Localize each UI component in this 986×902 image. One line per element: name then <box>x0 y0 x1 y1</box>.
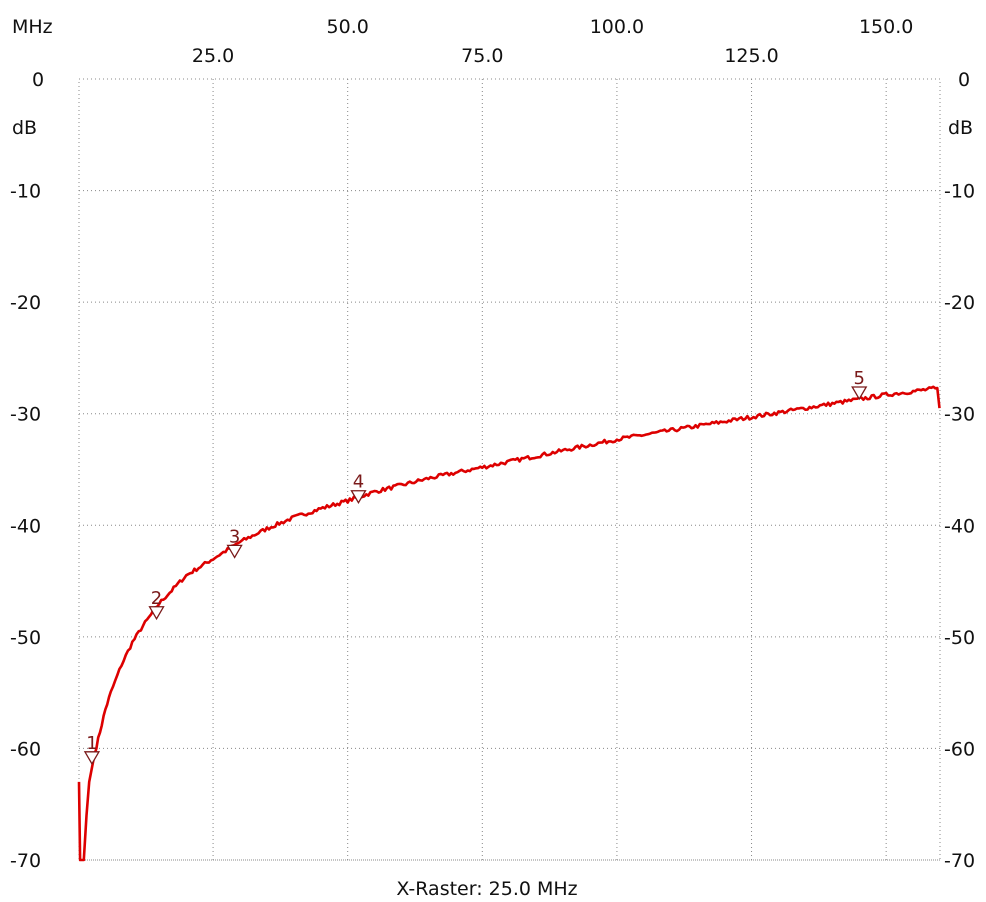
x-unit-label-top: MHz <box>12 16 53 38</box>
x-tick-label: 100.0 <box>590 16 644 38</box>
marker-3-triangle <box>226 544 243 559</box>
y-tick-label-right: -40 <box>944 515 975 537</box>
y-tick-label-right: -70 <box>944 850 975 872</box>
x-tick-label: 50.0 <box>327 16 369 38</box>
marker-1-label: 1 <box>86 733 97 754</box>
marker-5-label: 5 <box>854 368 865 389</box>
x-tick-label: 125.0 <box>724 45 778 67</box>
y-tick-label-left: -10 <box>10 181 41 203</box>
marker-4-triangle <box>350 490 367 505</box>
marker-3-label: 3 <box>229 526 240 547</box>
x-raster-footer: X-Raster: 25.0 MHz <box>396 878 577 900</box>
marker-2-triangle <box>148 606 165 621</box>
y-tick-label-left: -70 <box>10 850 41 872</box>
grid <box>79 78 940 861</box>
marker-4-label: 4 <box>353 472 364 493</box>
y-unit-label-right: dB <box>948 117 973 139</box>
markers: 1 2 3 4 5 <box>83 368 868 766</box>
y-tick-label-right: -10 <box>944 181 975 203</box>
y-tick-label-right: -50 <box>944 627 975 649</box>
y-tick-label-left: -60 <box>10 738 41 760</box>
y-tick-label-left: -20 <box>10 292 41 314</box>
y-tick-label-right: -30 <box>944 404 975 426</box>
y-tick-label-left: -40 <box>10 515 41 537</box>
y-unit-label-left: dB <box>12 117 37 139</box>
x-tick-label: 75.0 <box>461 45 503 67</box>
y-tick-label-left: -50 <box>10 627 41 649</box>
y-tick-label-left: 0 <box>32 69 44 91</box>
plot-frame <box>78 78 941 861</box>
tick-labels: 0 0 -10 -10 -20 -20 -30 -30 -40 -40 -50 -50 -60 -60 -7… <box>10 16 975 872</box>
y-tick-label-right: -60 <box>944 738 975 760</box>
x-tick-label: 150.0 <box>859 16 913 38</box>
marker-2-label: 2 <box>151 588 162 609</box>
y-tick-label-right: 0 <box>958 69 970 91</box>
x-tick-label: 25.0 <box>192 45 234 67</box>
trace-line <box>77 385 941 862</box>
marker-1-triangle <box>83 751 101 766</box>
y-tick-label-right: -20 <box>944 292 975 314</box>
y-tick-label-left: -30 <box>10 404 41 426</box>
marker-5-triangle <box>851 386 868 401</box>
